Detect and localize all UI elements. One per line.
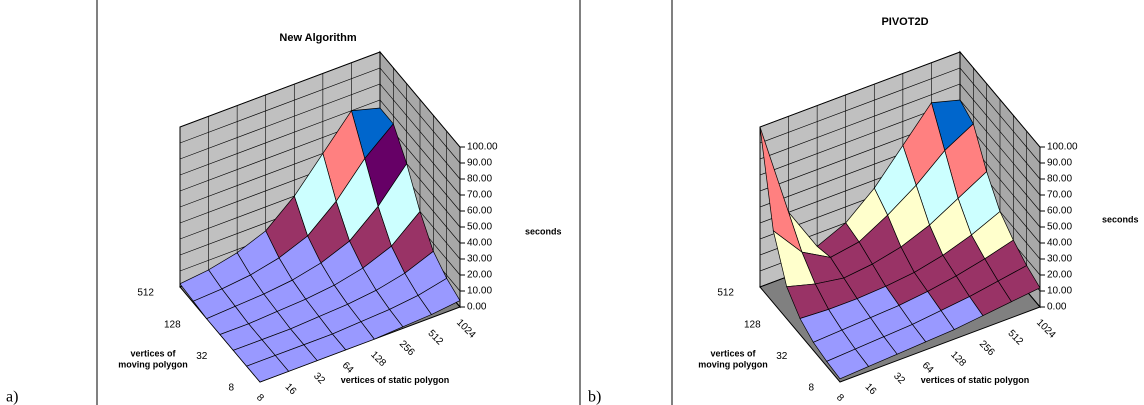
- z-tick-label: 10.00: [467, 286, 492, 297]
- z-tick-label: 70.00: [467, 190, 492, 201]
- z-tick-label: 70.00: [1047, 190, 1072, 201]
- surface-cell: [246, 355, 290, 383]
- x-tick-label: 256: [977, 339, 997, 359]
- y-tick-label: 8: [228, 383, 234, 394]
- x-tick-label: 1024: [454, 317, 478, 341]
- z-tick-label: 60.00: [1047, 206, 1072, 217]
- z-tick-label: 90.00: [467, 158, 492, 169]
- x-tick-label: 1024: [1034, 317, 1058, 341]
- x-tick-label: 64: [920, 360, 936, 376]
- chart: 0.00 10.00 20.00 30.00 40.00 50.00 60.00 70.00 8…: [588, 16, 1139, 405]
- x-axis-label: vertices of static polygon: [921, 375, 1030, 385]
- chart-title: PIVOT2D: [881, 16, 928, 28]
- z-tick-label: 90.00: [1047, 158, 1072, 169]
- z-tick-label: 40.00: [467, 238, 492, 249]
- z-tick-label: 60.00: [467, 206, 492, 217]
- y-axis-label: moving polygon: [698, 359, 768, 369]
- y-tick-label: 128: [744, 319, 761, 330]
- y-tick-label: 512: [717, 288, 734, 299]
- z-tick-label: 10.00: [1047, 286, 1072, 297]
- z-tick-label: 20.00: [1047, 270, 1072, 281]
- x-tick-label: 256: [397, 339, 417, 359]
- z-tick-label: 80.00: [467, 174, 492, 185]
- chart: 0.00 10.00 20.00 30.00 40.00 50.00 60.00 70.00 8…: [6, 32, 562, 405]
- chart-title: New Algorithm: [279, 32, 356, 44]
- z-tick-label: 50.00: [467, 222, 492, 233]
- x-axis-label: vertices of static polygon: [341, 375, 450, 385]
- y-tick-label: 512: [137, 288, 154, 299]
- z-tick-label: 50.00: [1047, 222, 1072, 233]
- z-tick-label: 100.00: [467, 142, 498, 153]
- x-tick-label: 16: [863, 381, 879, 397]
- x-tick-label: 512: [1005, 328, 1025, 348]
- panel-label: a): [6, 389, 18, 405]
- z-tick-label: 80.00: [1047, 174, 1072, 185]
- x-tick-label: 128: [368, 349, 388, 369]
- y-axis-label: moving polygon: [118, 359, 188, 369]
- y-tick-label: 8: [808, 383, 814, 394]
- y-tick-label: 32: [196, 351, 208, 362]
- x-tick-label: 512: [425, 328, 445, 348]
- y-axis-label: vertices of: [130, 348, 176, 358]
- z-tick-label: 0.00: [1047, 302, 1067, 313]
- z-tick-label: 40.00: [1047, 238, 1072, 249]
- x-tick-label: 32: [891, 371, 907, 387]
- surface-cell: [826, 348, 870, 380]
- x-tick-label: 16: [283, 381, 299, 397]
- z-tick-label: 30.00: [467, 254, 492, 265]
- z-tick-label: 0.00: [467, 302, 487, 313]
- z-axis-label: seconds: [525, 226, 562, 236]
- y-tick-label: 32: [776, 351, 788, 362]
- z-tick-label: 20.00: [467, 270, 492, 281]
- z-axis-label: seconds: [1102, 214, 1139, 224]
- x-tick-label: 64: [340, 360, 356, 376]
- z-tick-label: 100.00: [1047, 142, 1078, 153]
- x-tick-label: 8: [834, 392, 846, 404]
- x-tick-label: 128: [948, 349, 968, 369]
- panel-label: b): [588, 389, 601, 405]
- y-axis-label: vertices of: [710, 348, 756, 358]
- x-tick-label: 32: [311, 371, 327, 387]
- y-tick-label: 128: [164, 319, 181, 330]
- z-tick-label: 30.00: [1047, 254, 1072, 265]
- x-tick-label: 8: [254, 392, 266, 404]
